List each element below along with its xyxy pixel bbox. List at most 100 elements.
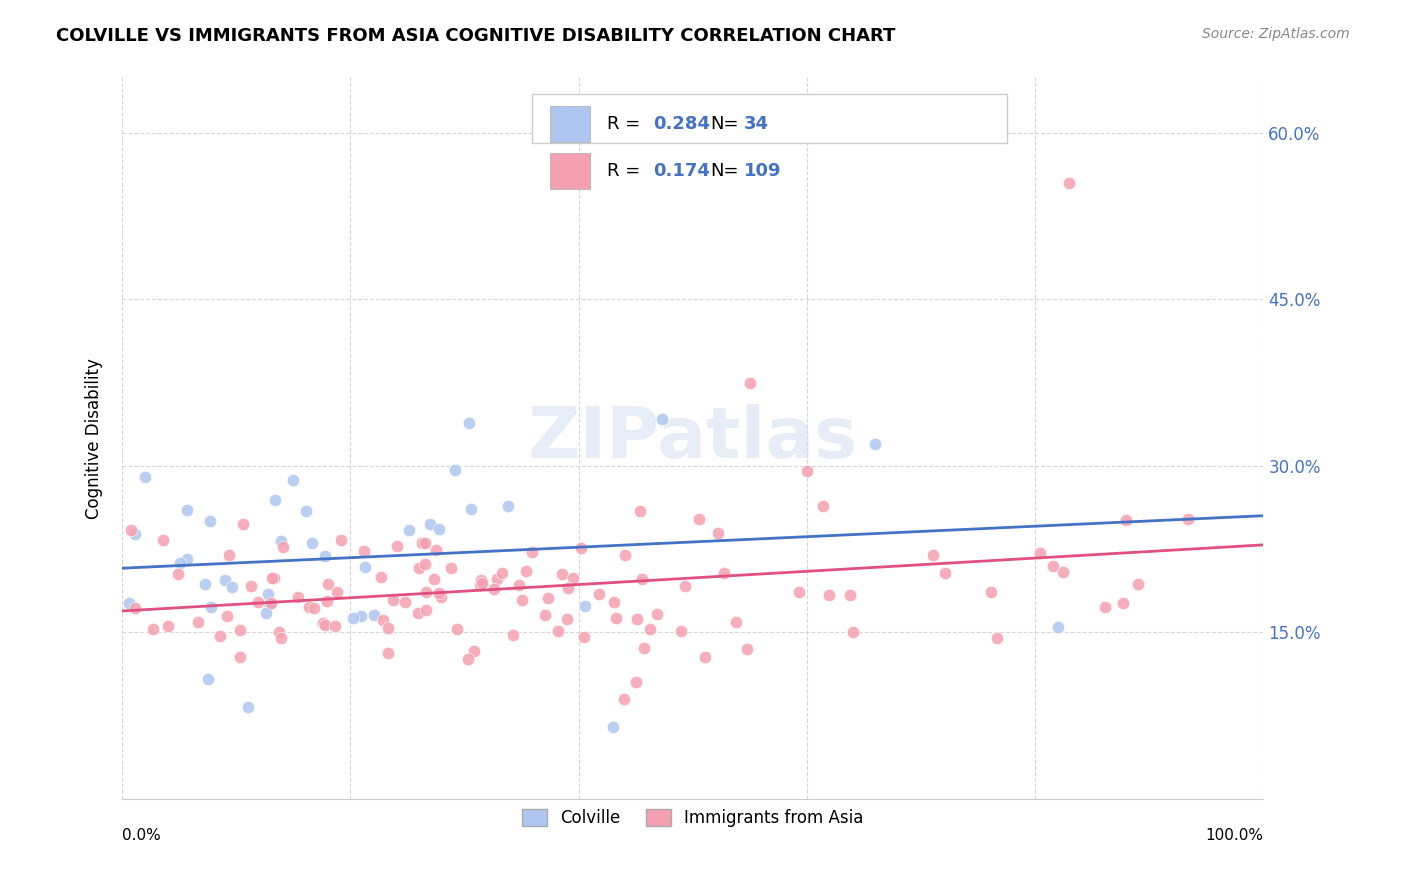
Immigrants from Asia (688, 511, 710, 525)
Immigrants from Asia (287, 590, 309, 604)
Immigrants from Asia (440, 560, 463, 574)
Immigrants from Asia (1177, 511, 1199, 525)
Text: 34: 34 (744, 115, 769, 133)
Immigrants from Asia (980, 585, 1002, 599)
Immigrants from Asia (738, 376, 761, 390)
Immigrants from Asia (555, 612, 578, 626)
Immigrants from Asia (537, 591, 560, 605)
Immigrants from Asia (156, 619, 179, 633)
Immigrants from Asia (520, 545, 543, 559)
Immigrants from Asia (423, 572, 446, 586)
Immigrants from Asia (669, 624, 692, 639)
Immigrants from Asia (229, 649, 252, 664)
Immigrants from Asia (569, 541, 592, 555)
Immigrants from Asia (217, 609, 239, 624)
Colville (301, 536, 323, 550)
Immigrants from Asia (1126, 577, 1149, 591)
Colville (264, 492, 287, 507)
FancyBboxPatch shape (550, 153, 591, 189)
Immigrants from Asia (986, 631, 1008, 645)
Immigrants from Asia (425, 542, 447, 557)
Colville (257, 598, 280, 612)
Immigrants from Asia (713, 566, 735, 581)
Text: COLVILLE VS IMMIGRANTS FROM ASIA COGNITIVE DISABILITY CORRELATION CHART: COLVILLE VS IMMIGRANTS FROM ASIA COGNITI… (56, 27, 896, 45)
Immigrants from Asia (325, 585, 347, 599)
Colville (221, 580, 243, 594)
Immigrants from Asia (314, 618, 336, 632)
Immigrants from Asia (468, 578, 491, 592)
Text: 0.174: 0.174 (652, 162, 710, 180)
Immigrants from Asia (271, 540, 294, 554)
Immigrants from Asia (630, 573, 652, 587)
Immigrants from Asia (633, 640, 655, 655)
Immigrants from Asia (377, 621, 399, 635)
Immigrants from Asia (427, 586, 450, 600)
Y-axis label: Cognitive Disability: Cognitive Disability (86, 358, 103, 518)
Immigrants from Asia (605, 610, 627, 624)
Immigrants from Asia (408, 561, 430, 575)
Immigrants from Asia (491, 566, 513, 581)
Immigrants from Asia (486, 572, 509, 586)
Immigrants from Asia (934, 566, 956, 580)
Colville (176, 503, 198, 517)
Immigrants from Asia (218, 548, 240, 562)
Colville (254, 606, 277, 620)
Colville (214, 573, 236, 587)
Colville (124, 527, 146, 541)
Immigrants from Asia (406, 606, 429, 620)
Colville (314, 549, 336, 563)
Immigrants from Asia (515, 564, 537, 578)
Immigrants from Asia (246, 595, 269, 609)
Immigrants from Asia (673, 579, 696, 593)
Immigrants from Asia (240, 578, 263, 592)
Colville (342, 611, 364, 625)
Immigrants from Asia (811, 500, 834, 514)
Immigrants from Asia (470, 573, 492, 587)
Immigrants from Asia (482, 582, 505, 596)
Text: R =: R = (607, 162, 647, 180)
Immigrants from Asia (229, 623, 252, 637)
Immigrants from Asia (316, 576, 339, 591)
Immigrants from Asia (1112, 596, 1135, 610)
Colville (1046, 620, 1069, 634)
Immigrants from Asia (208, 629, 231, 643)
Immigrants from Asia (841, 625, 863, 640)
Immigrants from Asia (1094, 600, 1116, 615)
Immigrants from Asia (613, 692, 636, 706)
Immigrants from Asia (838, 588, 860, 602)
Colville (238, 699, 260, 714)
Immigrants from Asia (152, 533, 174, 547)
Immigrants from Asia (381, 592, 404, 607)
Immigrants from Asia (232, 517, 254, 532)
Colville (496, 500, 519, 514)
Text: 109: 109 (744, 162, 782, 180)
Immigrants from Asia (707, 526, 730, 541)
Immigrants from Asia (259, 596, 281, 610)
Immigrants from Asia (446, 622, 468, 636)
Immigrants from Asia (167, 566, 190, 581)
Immigrants from Asia (534, 608, 557, 623)
Immigrants from Asia (267, 624, 290, 639)
Text: 100.0%: 100.0% (1205, 828, 1264, 843)
Immigrants from Asia (377, 646, 399, 660)
Text: 0.284: 0.284 (652, 115, 710, 133)
Colville (353, 560, 375, 574)
Immigrants from Asia (510, 593, 533, 607)
Immigrants from Asia (142, 622, 165, 636)
Colville (458, 416, 481, 430)
Immigrants from Asia (260, 571, 283, 585)
Colville (602, 720, 624, 734)
Colville (198, 514, 221, 528)
Colville (349, 608, 371, 623)
Immigrants from Asia (330, 533, 353, 548)
Immigrants from Asia (695, 649, 717, 664)
Colville (194, 577, 217, 591)
Immigrants from Asia (603, 595, 626, 609)
Immigrants from Asia (323, 619, 346, 633)
Immigrants from Asia (1028, 546, 1050, 560)
Colville (427, 522, 450, 536)
Immigrants from Asia (429, 590, 451, 604)
Immigrants from Asia (304, 600, 326, 615)
Colville (118, 596, 141, 610)
Text: 0.0%: 0.0% (122, 828, 160, 843)
